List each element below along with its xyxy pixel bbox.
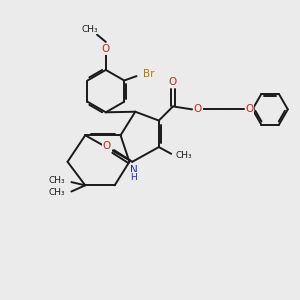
- Text: CH₃: CH₃: [49, 176, 66, 185]
- Text: CH₃: CH₃: [49, 188, 66, 197]
- Text: O: O: [245, 104, 253, 114]
- Text: O: O: [169, 77, 177, 87]
- Text: Br: Br: [142, 69, 154, 79]
- Text: O: O: [103, 141, 111, 151]
- Text: CH₃: CH₃: [176, 151, 192, 160]
- Text: N: N: [130, 165, 138, 175]
- Text: O: O: [194, 104, 202, 114]
- Text: CH₃: CH₃: [81, 25, 98, 34]
- Text: H: H: [130, 172, 137, 182]
- Text: O: O: [102, 44, 110, 54]
